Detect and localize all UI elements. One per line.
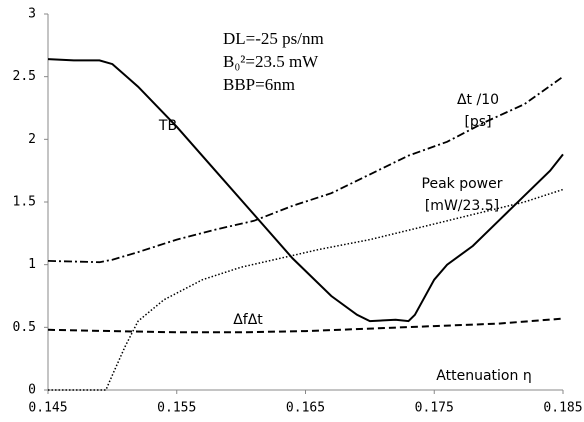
y-tick-label: 1: [28, 257, 36, 272]
x-tick-label: 0.165: [286, 401, 325, 416]
x-tick-label: 0.175: [415, 401, 454, 416]
y-tick-label: 2: [28, 132, 36, 147]
x-tick-label: 0.155: [157, 401, 196, 416]
series-label: Δt /10 [ps]: [457, 92, 499, 130]
y-tick-label: 1.5: [13, 195, 36, 210]
series-label: TB: [158, 118, 177, 134]
x-tick-label: 0.185: [543, 401, 582, 416]
series-line: [47, 317, 564, 334]
x-axis-label: Attenuation η: [436, 368, 531, 384]
series-line: [47, 75, 564, 264]
y-tick-label: 0.5: [13, 320, 36, 335]
series-line: [48, 188, 564, 391]
x-tick-label: 0.145: [28, 401, 67, 416]
series-line: [47, 58, 564, 323]
series-label: ΔfΔt: [233, 312, 263, 328]
y-tick-label: 2.5: [13, 69, 36, 84]
annotation: DL=-25 ps/nm: [223, 29, 324, 48]
series-label: Peak power [mW/23.5]: [422, 176, 503, 214]
annotation: B₀²=23.5 mW: [223, 52, 319, 71]
y-tick-label: 0: [28, 383, 36, 398]
annotation: BBP=6nm: [223, 75, 295, 94]
y-tick-label: 3: [28, 7, 36, 22]
